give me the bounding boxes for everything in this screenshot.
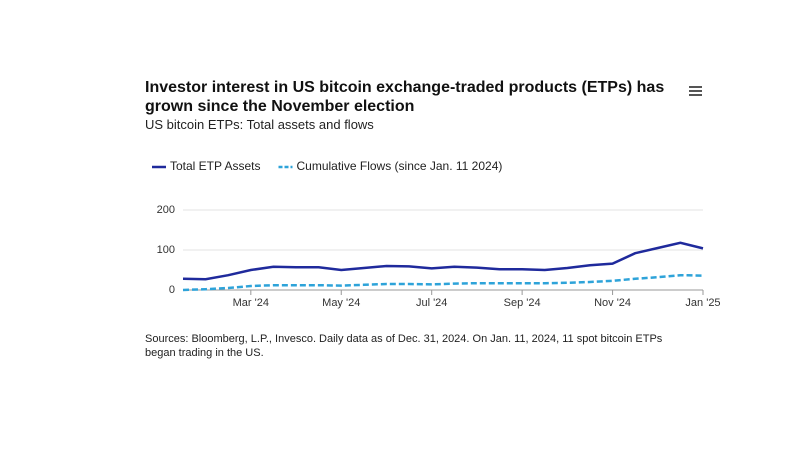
chart-subtitle: US bitcoin ETPs: Total assets and flows — [145, 117, 374, 132]
x-tick-label: Jul '24 — [416, 297, 447, 309]
x-tick-label: Mar '24 — [233, 297, 269, 309]
legend-label[interactable]: Total ETP Assets — [170, 159, 261, 173]
chart-title: Investor interest in US bitcoin exchange… — [145, 79, 665, 115]
menu-icon[interactable] — [689, 86, 702, 96]
x-tick-label: Nov '24 — [594, 297, 631, 309]
x-tick-label: May '24 — [322, 297, 360, 309]
series-line — [182, 273, 704, 292]
legend-label[interactable]: Cumulative Flows (since Jan. 11 2024) — [297, 159, 503, 173]
y-tick-label: 200 — [157, 204, 175, 216]
y-tick-label: 100 — [157, 244, 175, 256]
y-tick-label: 0 — [169, 284, 175, 296]
series-line — [182, 241, 704, 281]
x-tick-label: Jan '25 — [685, 297, 720, 309]
x-tick-label: Sep '24 — [504, 297, 541, 309]
source-note: Sources: Bloomberg, L.P., Invesco. Daily… — [145, 333, 663, 359]
